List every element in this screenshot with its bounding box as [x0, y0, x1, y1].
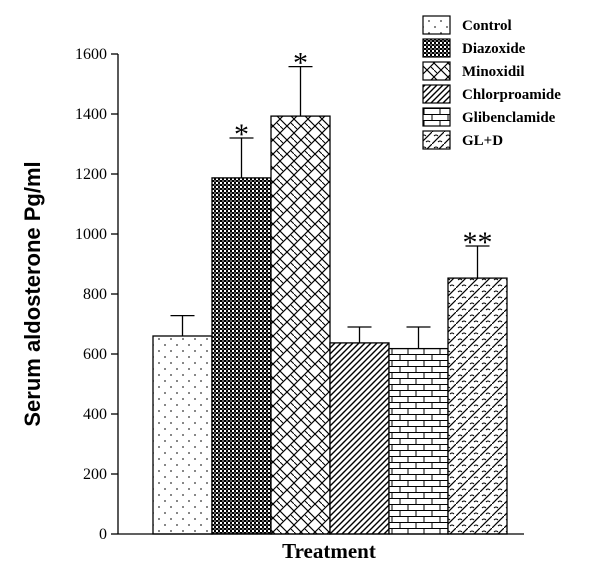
x-axis-title: Treatment [282, 539, 376, 562]
legend-swatch-3 [422, 61, 451, 81]
y-tick-label-1200: 1200 [75, 166, 107, 183]
legend-swatch-6 [422, 130, 451, 150]
bar-4 [329, 342, 390, 535]
legend-label-4: Chlorproamide [462, 87, 561, 103]
y-tick-label-200: 200 [83, 466, 107, 483]
y-axis-title: Serum aldosterone Pg/ml [20, 161, 45, 426]
y-tick-label-1600: 1600 [75, 46, 107, 63]
bar-5 [388, 347, 449, 535]
legend-swatch-2 [422, 38, 451, 58]
bar-1 [152, 335, 213, 535]
y-tick-label-600: 600 [83, 346, 107, 363]
legend-swatch-4 [422, 84, 451, 104]
legend-label-2: Diazoxide [462, 41, 526, 57]
bar-6 [447, 277, 508, 535]
legend-label-3: Minoxidil [462, 64, 525, 80]
y-tick-label-400: 400 [83, 406, 107, 423]
legend-swatch-1 [422, 15, 451, 35]
bar-2 [211, 177, 272, 535]
legend-label-5: Glibenclamide [462, 110, 556, 126]
y-tick-label-0: 0 [99, 526, 107, 543]
legend-label-1: Control [462, 18, 512, 34]
legend-label-6: GL+D [462, 133, 503, 149]
y-tick-label-1400: 1400 [75, 106, 107, 123]
significance-marker-3: * [293, 47, 308, 80]
significance-marker-6: ** [463, 226, 493, 259]
significance-marker-2: * [234, 118, 249, 151]
y-tick-label-1000: 1000 [75, 226, 107, 243]
bar-3 [270, 115, 331, 535]
legend-swatch-5 [422, 107, 451, 127]
y-tick-label-800: 800 [83, 286, 107, 303]
